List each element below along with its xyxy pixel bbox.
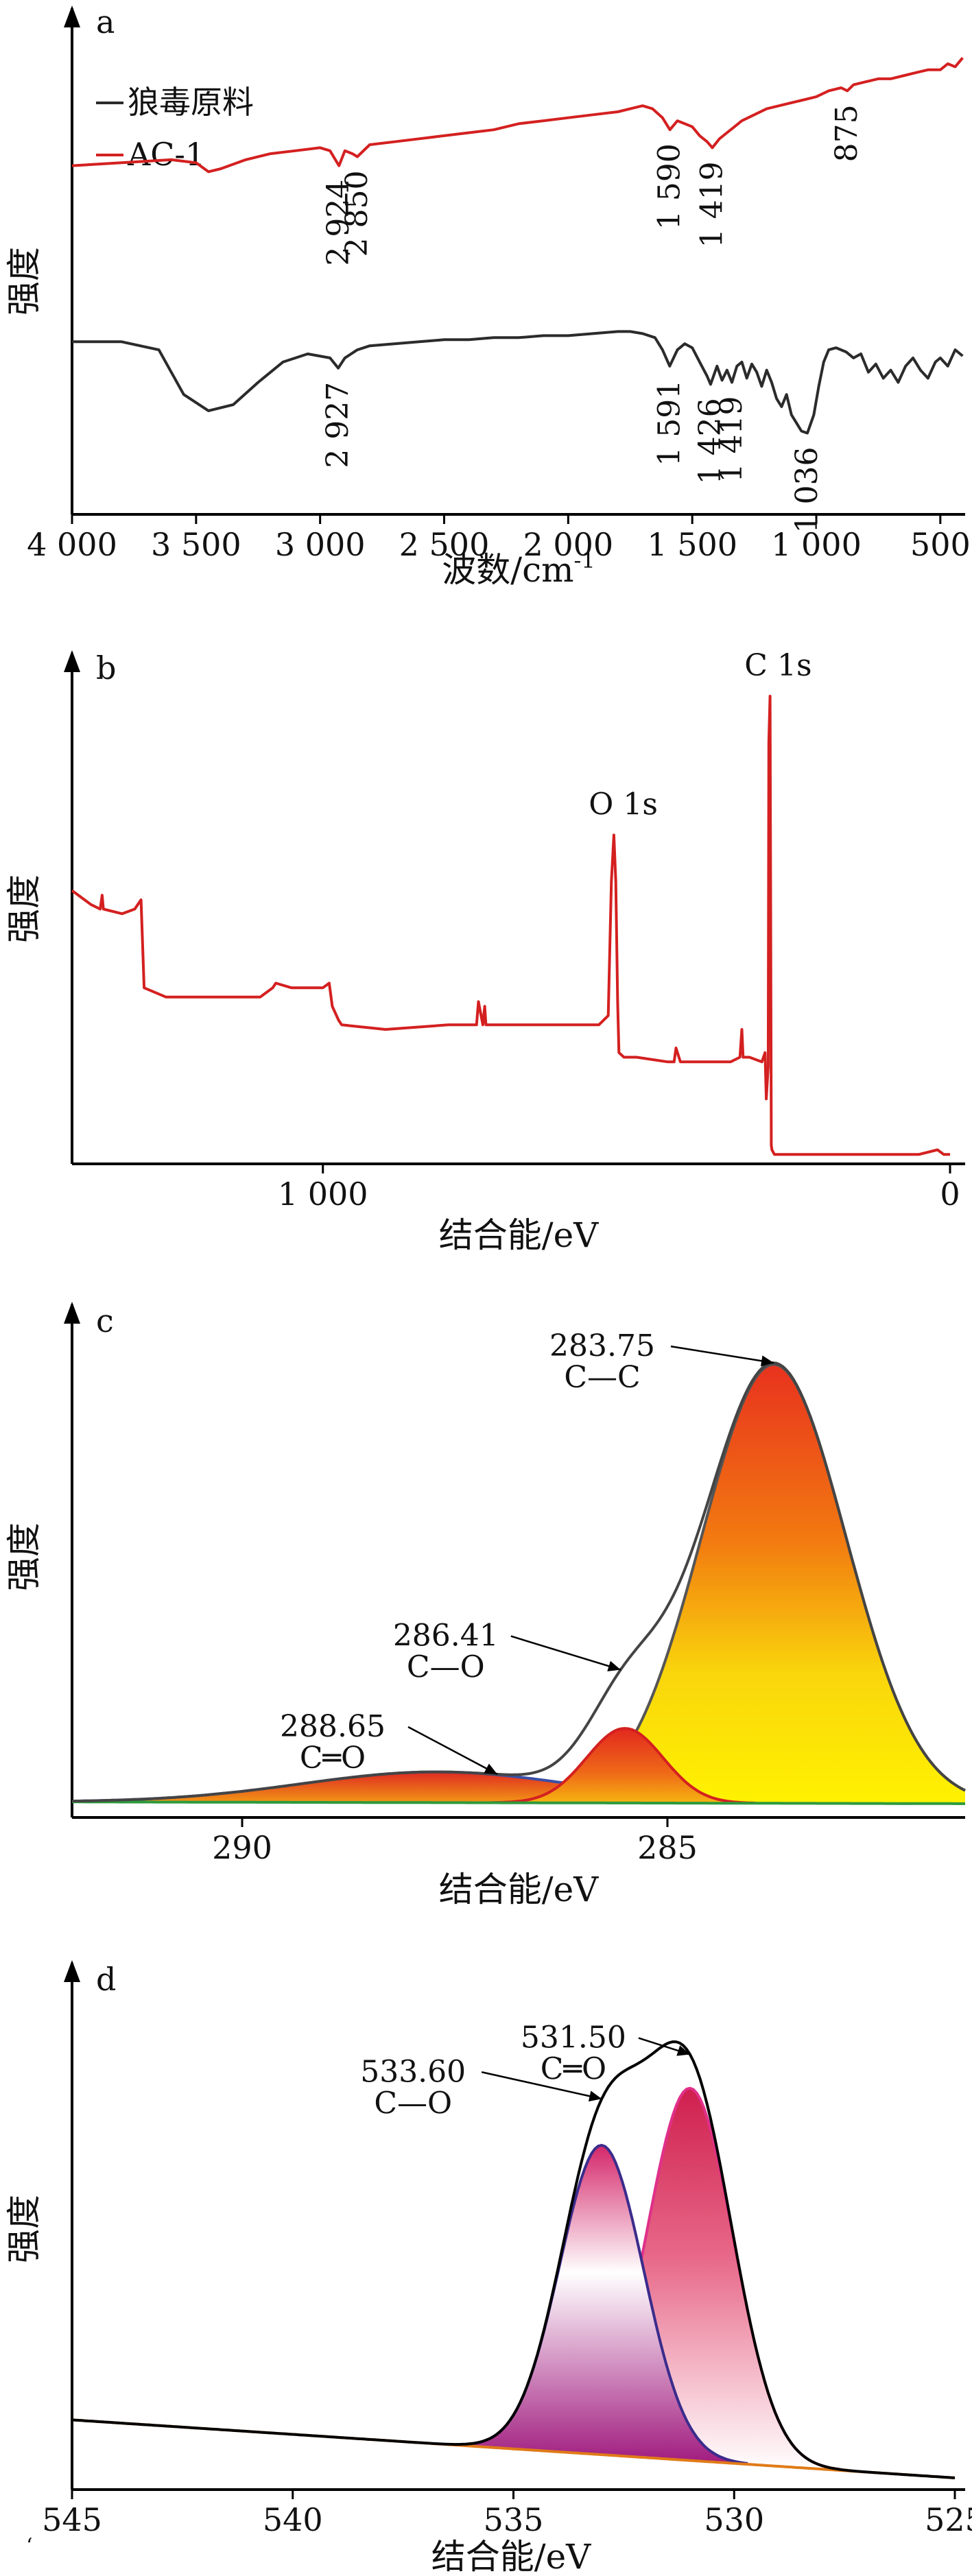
bond-label: C═O [300,1741,366,1776]
bond-label: C—C [564,1360,640,1395]
peak-annotation: 1 419 [714,396,749,483]
panel-a-letter: a [96,3,115,40]
panel-b-y-label: 强度 [4,874,44,943]
peak-annotation: 1 591 [652,380,687,466]
panel-b-y-arrow [64,650,80,672]
peak-label: O 1s [589,787,658,822]
legend-label-raw: 狼毒原料 [128,84,254,121]
panel-b-letter: b [96,649,116,687]
x-tick-label: 545 [42,2501,102,2538]
panel-c-letter: c [96,1302,114,1339]
x-tick-label: 530 [704,2501,764,2538]
panel-b: b 强度 1 000 0 结合能/eV O 1s C 1s [4,648,965,1255]
x-tick-label: 0 [940,1176,960,1213]
annotation-arrow-head [484,1763,497,1774]
peak-annotation: 1 590 [652,143,687,230]
peak-label: C 1s [744,648,811,683]
annotation-arrow-line [481,2071,602,2100]
peak-annotation: 2 850 [340,171,375,257]
x-tick-label: 1 000 [771,526,862,563]
panel-a-y-arrow [64,5,80,27]
annotation-arrow-head [760,1355,774,1367]
x-tick-label: 1 000 [278,1176,368,1213]
x-tick-label: 3 000 [275,526,366,563]
panel-c-x-label: 结合能/eV [439,1870,599,1909]
component-peak-line [490,1727,756,1804]
panel-d-y-label: 强度 [4,2195,44,2263]
envelope-line [71,1361,966,1803]
x-tick-label: 290 [212,1829,272,1866]
bond-label: C—O [374,2086,452,2121]
annotation-arrow-line [670,1345,774,1364]
panel-c-y-label: 强度 [4,1523,44,1591]
x-tick-label: 2 500 [399,526,490,563]
envelope-line [71,2040,956,2479]
series-line-ac1 [71,57,964,174]
panel-a-y-label: 强度 [4,247,44,315]
panel-d-y-arrow [64,1960,80,1982]
peak-energy-label: 533.60 [360,2054,466,2089]
x-tick-label: 540 [263,2501,323,2538]
panel-a: a 强度 4 000 3 500 3 000 2 500 2 000 1 500 1 000… [4,3,971,590]
peak-annotation: 875 [829,104,864,162]
x-tick-label: 525 [925,2501,972,2538]
x-tick-label: 2 000 [523,526,613,563]
annotation-arrow-head [588,2090,602,2102]
annotation-arrow-line [510,1635,621,1671]
annotation-arrow-head [607,1660,621,1671]
peak-energy-label: 531.50 [521,2020,626,2055]
panel-d-x-ticks: 545 540 535 530 525 [42,2490,972,2538]
panel-a-legend: 狼毒原料 AC-1 [96,84,254,173]
panel-d-x-label: 结合能/eV [431,2537,591,2576]
panel-c-y-arrow [64,1302,80,1324]
component-peak-fill [490,1728,756,1804]
peak-annotation: 1 419 [695,161,730,248]
panel-c: c 强度 290 285 结合能/eV 283.75C—C 286.41C—O 288… [4,1302,966,1909]
x-tick-label: 535 [484,2501,544,2538]
x-tick-label: 285 [637,1829,698,1866]
x-tick-label: 4 000 [27,526,117,563]
peak-annotation: 2 924 [321,180,356,266]
bond-label: C—O [407,1650,485,1685]
peak-annotation: 1 426 [693,398,728,484]
survey-spectrum-line [71,695,950,1156]
peak-energy-label: 288.65 [280,1709,386,1744]
bond-label: C═O [541,2052,606,2087]
annotation-arrow-head [676,2045,690,2056]
panel-d: d 强度 545 540 535 530 525 结合能/eV ‘ 531.50C═O 5… [4,1960,972,2576]
x-tick-label: 1 500 [647,526,737,563]
panel-a-x-ticks: 4 000 3 500 3 000 2 500 2 000 1 500 1 000 500 [27,514,971,563]
panel-d-letter: d [96,1961,116,1998]
component-peak-fill [522,1364,965,1804]
panel-c-x-ticks: 290 285 [212,1817,698,1866]
stray-mark: ‘ [26,2534,33,2558]
x-tick-label: 500 [910,526,971,563]
panel-b-x-label: 结合能/eV [439,1215,599,1255]
peak-energy-label: 283.75 [549,1328,655,1363]
annotation-arrow-line [407,1726,498,1776]
series-line-raw-material [72,330,964,435]
background-line [72,1800,965,1805]
peak-annotation: 1 036 [790,447,825,534]
x-tick-label: 3 500 [151,526,241,563]
peak-annotation: 2 927 [320,382,355,468]
panel-b-x-ticks: 1 000 0 [278,1164,960,1213]
panel-a-x-label: 波数/cm-1 [442,547,595,590]
legend-label-ac1: AC-1 [127,136,205,173]
component-peak-fill [72,1772,914,1804]
peak-energy-label: 286.41 [393,1619,499,1654]
